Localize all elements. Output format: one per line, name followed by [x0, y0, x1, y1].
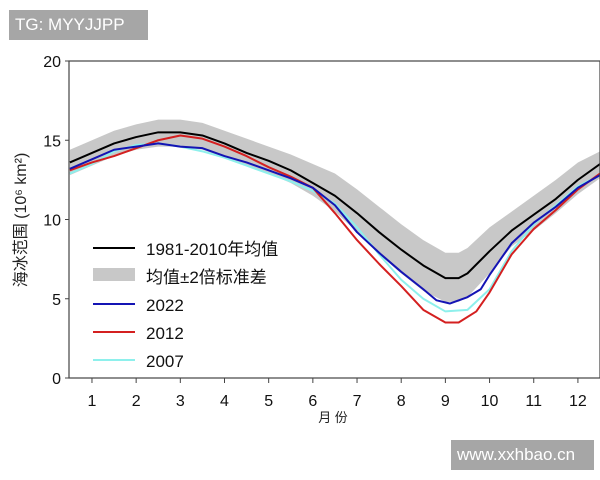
legend-label: 1981-2010年均值 — [146, 240, 278, 259]
y-axis-label-unit: (10⁶ km²) — [13, 153, 30, 219]
x-tick-label: 2 — [132, 393, 141, 410]
x-tick-label: 6 — [308, 393, 317, 410]
watermark-top-left: TG: MYYJJPP — [9, 10, 148, 40]
watermark-bottom-right: www.xxhbao.cn — [451, 440, 594, 470]
x-tick-label: 7 — [353, 393, 362, 410]
series-line-2022 — [69, 142, 600, 305]
y-tick-label: 5 — [52, 292, 61, 309]
x-tick-label: 1 — [88, 393, 97, 410]
legend-swatch-band — [93, 268, 135, 281]
y-axis-label-main: 海冰范围 — [12, 223, 30, 287]
legend-label: 2012 — [146, 324, 184, 343]
x-axis-label: 月 份 — [318, 410, 348, 425]
y-tick-label: 15 — [43, 133, 61, 150]
x-tick-label: 10 — [481, 393, 499, 410]
y-tick-label: 10 — [43, 213, 61, 230]
y-tick-label: 0 — [52, 371, 61, 388]
y-axis-label: 海冰范围 (10⁶ km²) — [12, 153, 30, 288]
series-line-2012 — [69, 134, 600, 324]
x-tick-label: 11 — [525, 393, 542, 410]
x-tick-label: 3 — [176, 393, 185, 410]
legend-label: 2022 — [146, 296, 184, 315]
y-tick-label: 20 — [43, 54, 61, 71]
std-band — [69, 119, 600, 302]
x-tick-label: 5 — [264, 393, 273, 410]
x-tick-label: 12 — [569, 393, 587, 410]
x-tick-label: 9 — [441, 393, 450, 410]
legend-label: 2007 — [146, 352, 184, 371]
legend-label: 均值±2倍标准差 — [146, 268, 267, 287]
x-tick-label: 8 — [397, 393, 406, 410]
series-line-1981-2010年均值 — [69, 131, 600, 280]
x-tick-label: 4 — [220, 393, 229, 410]
